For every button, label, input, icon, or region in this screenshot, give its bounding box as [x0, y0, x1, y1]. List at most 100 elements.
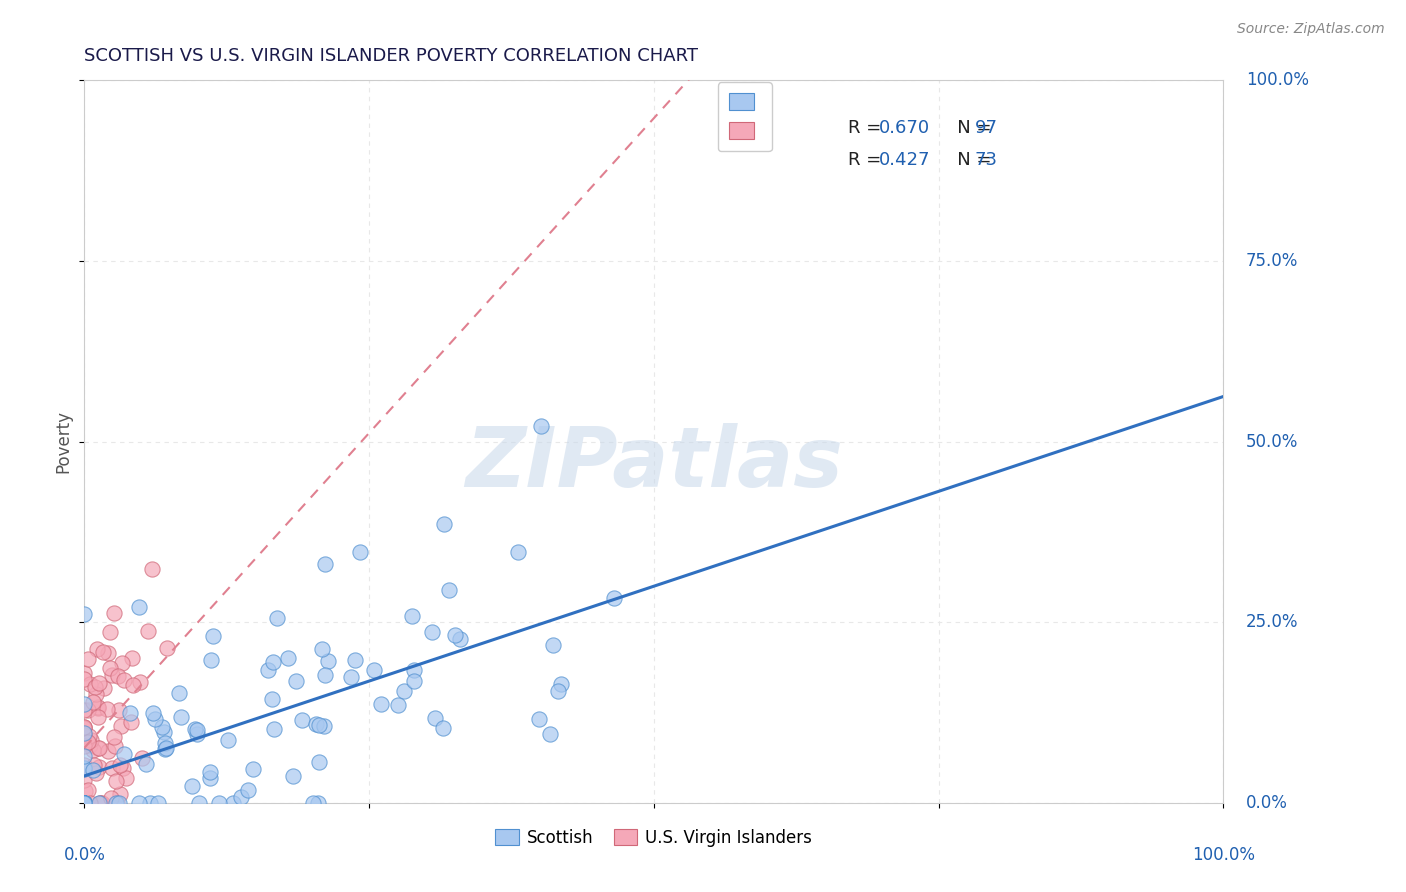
Point [257, 663, 280, 677]
Point [97, 744, 120, 758]
Point [87, 741, 110, 756]
Point [73, 796, 96, 810]
Point [77, 703, 100, 717]
Point [73, 728, 96, 742]
Point [550, 677, 572, 691]
Point [200, 653, 222, 667]
Point [186, 727, 208, 741]
Text: 25.0%: 25.0% [1246, 613, 1299, 632]
Point [73, 672, 96, 686]
Point [91, 644, 114, 658]
Point [110, 787, 132, 801]
Point [308, 755, 330, 769]
Point [392, 683, 415, 698]
Point [87, 676, 110, 690]
Point [184, 723, 207, 737]
Point [107, 703, 129, 717]
Point [131, 750, 153, 764]
Point [104, 796, 127, 810]
Point [143, 712, 166, 726]
Point [449, 632, 471, 647]
Point [82, 743, 104, 757]
Point [111, 761, 134, 775]
Point [238, 782, 260, 797]
Point [128, 796, 150, 810]
Point [98, 625, 121, 640]
Text: 75.0%: 75.0% [1246, 252, 1298, 270]
Point [103, 730, 125, 744]
Point [284, 673, 307, 688]
Text: 0.670: 0.670 [879, 119, 931, 137]
Point [527, 712, 550, 726]
Point [152, 721, 174, 735]
Point [108, 796, 131, 810]
Point [87, 700, 110, 714]
Point [121, 678, 143, 692]
Point [83, 758, 105, 772]
Point [541, 638, 564, 652]
Point [108, 758, 131, 772]
Point [73, 720, 96, 734]
Point [73, 796, 96, 810]
Point [80, 733, 103, 747]
Point [263, 723, 285, 737]
Point [89, 796, 111, 810]
Point [153, 736, 176, 750]
Text: N =: N = [939, 119, 997, 137]
Point [100, 791, 122, 805]
Point [73, 739, 96, 753]
Point [73, 796, 96, 810]
Point [135, 757, 157, 772]
Point [73, 796, 96, 810]
Point [387, 698, 409, 712]
Point [79, 739, 101, 753]
Point [404, 673, 426, 688]
Text: N =: N = [939, 151, 997, 169]
Text: 100.0%: 100.0% [1246, 71, 1309, 89]
Point [422, 625, 444, 640]
Point [305, 716, 328, 731]
Point [86, 642, 108, 657]
Text: 50.0%: 50.0% [1246, 433, 1298, 450]
Point [73, 796, 96, 810]
Text: 73: 73 [974, 151, 998, 169]
Point [146, 796, 169, 810]
Point [87, 700, 110, 714]
Text: R =: R = [848, 119, 887, 137]
Point [314, 668, 336, 682]
Point [153, 725, 176, 739]
Point [443, 628, 465, 642]
Point [208, 796, 231, 810]
Text: 97: 97 [974, 119, 998, 137]
Point [547, 684, 569, 698]
Point [104, 739, 127, 753]
Text: 0.0%: 0.0% [1246, 794, 1288, 812]
Text: 0.427: 0.427 [879, 151, 931, 169]
Point [73, 772, 96, 787]
Point [120, 706, 142, 720]
Point [73, 796, 96, 810]
Point [97, 646, 120, 660]
Legend: Scottish, U.S. Virgin Islanders: Scottish, U.S. Virgin Islanders [489, 822, 818, 854]
Point [110, 656, 132, 670]
Text: ZIPatlas: ZIPatlas [465, 423, 842, 504]
Point [506, 544, 529, 558]
Point [73, 796, 96, 810]
Point [86, 741, 108, 756]
Point [79, 796, 101, 810]
Point [314, 557, 336, 571]
Y-axis label: Poverty: Poverty [55, 410, 73, 473]
Point [73, 749, 96, 764]
Point [316, 654, 339, 668]
Point [266, 610, 288, 624]
Point [87, 796, 110, 810]
Point [76, 783, 98, 797]
Point [156, 640, 179, 655]
Point [79, 677, 101, 691]
Point [103, 606, 125, 620]
Point [538, 726, 561, 740]
Point [198, 771, 221, 785]
Point [155, 742, 177, 756]
Point [139, 796, 162, 810]
Point [349, 545, 371, 559]
